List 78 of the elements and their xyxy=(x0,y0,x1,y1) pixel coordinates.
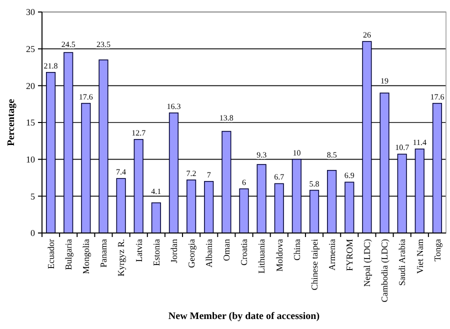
x-tick-label: Oman xyxy=(222,238,232,261)
data-label: 13.8 xyxy=(219,114,234,122)
x-tick-label: Kyrgyz R. xyxy=(116,239,126,276)
data-label: 11.4 xyxy=(412,138,427,148)
bar xyxy=(168,112,179,234)
x-tick-label: Saudi Arabia xyxy=(397,239,408,286)
data-label: 24.5 xyxy=(61,40,76,49)
bar xyxy=(344,182,354,234)
x-tick-label: Croatia xyxy=(239,239,250,266)
bar xyxy=(309,190,320,234)
data-label: 6.9 xyxy=(344,171,354,180)
data-label: 8.5 xyxy=(326,150,337,160)
x-tick-label: Tonga xyxy=(432,239,442,262)
bar xyxy=(222,130,232,234)
y-tick-label: 25 xyxy=(26,44,36,54)
bar xyxy=(116,178,126,234)
x-tick-label: Georgia xyxy=(186,239,196,268)
bar xyxy=(397,154,407,234)
y-axis-title: Percentage xyxy=(6,98,17,146)
data-label: 19 xyxy=(380,76,389,86)
bar xyxy=(46,72,56,234)
bar xyxy=(204,181,214,234)
x-tick-label: FYROM xyxy=(344,239,355,272)
x-tick-label: China xyxy=(292,238,302,260)
data-label: 6 xyxy=(242,178,246,187)
x-tick-label: Ecuador xyxy=(46,239,56,269)
bar xyxy=(327,170,337,234)
x-tick-label: Nepal (LDC) xyxy=(362,239,372,287)
bar xyxy=(256,164,266,234)
bar xyxy=(186,180,196,234)
data-label: 7.2 xyxy=(186,168,196,178)
x-tick-label: Jordan xyxy=(168,238,179,263)
y-tick-label: 20 xyxy=(26,80,36,91)
bar xyxy=(432,102,442,234)
x-tick-label: Bulgaria xyxy=(64,239,74,270)
bar xyxy=(151,202,161,234)
x-tick-label: Panama xyxy=(98,239,109,268)
x-tick-label: Moldova xyxy=(274,238,284,272)
data-label: 12.7 xyxy=(132,128,146,138)
data-label: 17.6 xyxy=(430,92,444,102)
y-tick-label: 15 xyxy=(26,118,36,128)
x-tick-label: Viet Nam xyxy=(414,239,425,274)
y-tick-label: 0 xyxy=(30,228,36,238)
bar xyxy=(134,139,144,234)
data-label: 26 xyxy=(362,30,371,40)
data-label: 10 xyxy=(292,148,301,158)
x-tick-label: Lithuania xyxy=(256,239,267,274)
x-tick-label: Cambodia (LDC) xyxy=(380,239,390,302)
x-tick-label: Estonia xyxy=(151,239,162,266)
x-tick-label: Latvia xyxy=(134,239,144,262)
bar xyxy=(81,102,91,234)
data-label: 10.7 xyxy=(395,143,410,152)
y-tick-label: 30 xyxy=(26,7,36,18)
data-label: 23.5 xyxy=(96,40,110,49)
data-label: 5.8 xyxy=(309,179,320,188)
bar xyxy=(292,158,302,234)
bar xyxy=(64,52,74,234)
data-label: 6.7 xyxy=(274,172,284,182)
bar xyxy=(98,59,108,234)
x-tick-label: Chinese taipei xyxy=(309,238,320,290)
data-label: 7.4 xyxy=(116,167,126,176)
bar xyxy=(239,188,249,234)
data-label: 17.6 xyxy=(78,92,93,102)
bar xyxy=(362,41,372,234)
data-label: 16.3 xyxy=(166,102,181,111)
x-axis-title: New Member (by date of accession) xyxy=(168,311,320,322)
y-tick-label: 10 xyxy=(26,154,36,164)
data-label: 9.3 xyxy=(256,150,267,160)
data-label: 21.8 xyxy=(44,61,58,70)
bar xyxy=(414,148,424,234)
x-tick-label: Albania xyxy=(204,239,214,268)
bar xyxy=(380,92,390,234)
x-tick-label: Mongolia xyxy=(81,238,92,274)
data-label: 7 xyxy=(206,170,211,180)
x-tick-label: Armenia xyxy=(326,239,337,270)
y-tick-label: 5 xyxy=(30,191,36,202)
bar xyxy=(274,183,284,234)
data-label: 4.1 xyxy=(151,187,162,196)
